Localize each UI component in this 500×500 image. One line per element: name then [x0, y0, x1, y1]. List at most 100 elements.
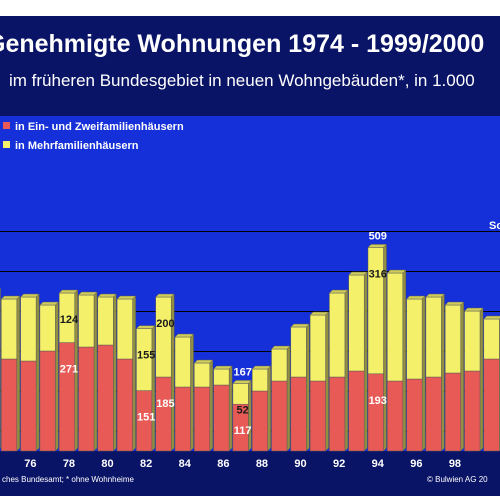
- bar-ein-zweifamilien-1988: [251, 390, 268, 452]
- bar-mehrfamilien-1985: [194, 362, 211, 388]
- data-label-1983-1: 200: [156, 318, 174, 330]
- bar-ein-zweifamilien-1977: [39, 350, 56, 452]
- bar-top-1975: [0, 295, 21, 300]
- bar-ein-zweifamilien-1989: [271, 380, 288, 452]
- data-label-1994-1: 316: [369, 268, 387, 280]
- bar-top-1992: [328, 289, 349, 294]
- legend-label-mehrfamilien: in Mehrfamilienhäusern: [15, 140, 139, 152]
- bar-ein-zweifamilien-1975: [1, 358, 18, 452]
- bar-top-1974: [0, 287, 2, 289]
- bar-side-1998: [460, 301, 464, 452]
- bar-mehrfamilien-1994: [367, 247, 384, 375]
- x-tick-label: 94: [372, 458, 385, 470]
- bar-ein-zweifamilien-1980: [97, 344, 114, 452]
- bar-top-1996: [405, 295, 426, 300]
- data-label-1982-1: 155: [137, 350, 155, 362]
- copyright-note: © Bulwien AG 20: [427, 475, 488, 484]
- legend-label-ein-zweifamilien: in Ein- und Zweifamilienhäusern: [15, 121, 184, 133]
- bar-mehrfamilien-1984: [174, 336, 191, 388]
- data-label-1994-2: 509: [369, 230, 387, 242]
- bar-mehrfamilien-1992: [329, 292, 346, 378]
- bar-top-1976: [19, 293, 40, 298]
- bar-ein-zweifamilien-1976: [20, 360, 37, 452]
- bar-top-1981: [116, 295, 137, 300]
- legend-swatch-ein-zweifamilien: [3, 122, 10, 129]
- bar-ein-zweifamilien-1981: [116, 358, 133, 452]
- data-label-1982-0: 151: [137, 412, 155, 424]
- bar-mehrfamilien-1999: [464, 310, 481, 372]
- x-tick-label: 86: [217, 458, 229, 470]
- bar-side-1976: [35, 293, 40, 452]
- bar-side-1977: [55, 301, 59, 452]
- data-label-1978-0: 271: [60, 364, 78, 376]
- x-tick-label: 96: [410, 458, 422, 470]
- x-tick-label: 80: [101, 458, 113, 470]
- bar-ein-zweifamilien-1983: [155, 376, 172, 452]
- bar-ein-zweifamilien-1984: [174, 386, 191, 452]
- data-label-1987-0: 117: [234, 425, 252, 437]
- bar-side-1989: [286, 345, 291, 452]
- bar-side-1975: [16, 295, 21, 452]
- bar-ein-zweifamilien-1994: [367, 373, 384, 452]
- x-tick-label: 88: [256, 458, 268, 470]
- bar-mehrfamilien-1997: [425, 296, 442, 378]
- bar-ein-zweifamilien-1991: [309, 380, 326, 452]
- bar-mehrfamilien-2000: [483, 318, 500, 360]
- bar-ein-zweifamilien-1993: [348, 370, 365, 452]
- bar-mehrfamilien-1998: [444, 304, 461, 374]
- edge-text-fragment: So: [489, 220, 500, 232]
- bar-top-1993: [348, 271, 368, 276]
- bar-side-1974: [0, 287, 1, 449]
- bar-mehrfamilien-1980: [97, 296, 114, 346]
- bar-side-1990: [306, 323, 310, 452]
- bar-side-1988: [267, 365, 271, 452]
- bar-top-1977: [39, 301, 60, 306]
- bar-ein-zweifamilien-1997: [425, 376, 442, 452]
- bar-side-1982: [151, 324, 156, 452]
- data-label-1987-2: 167: [233, 366, 251, 378]
- bar-mehrfamilien-1975: [1, 298, 18, 360]
- bar-side-1987: [248, 379, 252, 452]
- bar-top-1997: [425, 293, 446, 298]
- bar-top-1999: [463, 307, 484, 312]
- bar-mehrfamilien-1993: [348, 274, 365, 372]
- bar-ein-zweifamilien-1986: [213, 384, 230, 452]
- bar-side-1984: [190, 333, 194, 452]
- data-label-1983-0: 185: [156, 398, 174, 410]
- x-tick-label: 92: [333, 458, 345, 470]
- bar-top-2000: [483, 315, 500, 320]
- x-tick-label: 76: [24, 458, 36, 470]
- bar-chart: 271 124 151 155 185 200 117 52 167 193 316 509 in E…: [0, 116, 500, 484]
- data-label-1987-1: 52: [237, 404, 249, 416]
- bar-top-1984: [174, 333, 195, 338]
- bar-side-1979: [93, 291, 98, 452]
- bar-ein-zweifamilien-1979: [78, 346, 95, 452]
- bar-side-1995: [402, 269, 407, 452]
- bar-ein-zweifamilien-1978: [58, 342, 75, 452]
- bar-side-1992: [344, 289, 349, 452]
- bar-side-1999: [479, 307, 484, 452]
- x-tick-label: 90: [294, 458, 306, 470]
- bar-side-1981: [132, 295, 136, 452]
- bar-top-1998: [444, 301, 465, 306]
- bar-side-1980: [113, 293, 117, 452]
- bar-ein-zweifamilien-1999: [464, 370, 481, 452]
- bar-mehrfamilien-1979: [78, 294, 95, 348]
- data-label-1978-1: 124: [60, 314, 79, 326]
- bar-top-1986: [212, 365, 233, 370]
- bar-top-1989: [270, 345, 291, 350]
- x-axis-tick-labels: 74767880828486889092949698: [24, 458, 461, 470]
- bar-mehrfamilien-1995: [387, 272, 404, 382]
- chart-frame: Genehmigte Wohnungen 1974 - 1999/2000 im…: [0, 16, 500, 496]
- bar-ein-zweifamilien-1998: [444, 372, 461, 452]
- bar-mehrfamilien-1988: [251, 368, 268, 392]
- bar-mehrfamilien-1976: [20, 296, 37, 362]
- bar-mehrfamilien-1986: [213, 368, 230, 386]
- data-label-1994-0: 193: [369, 395, 387, 407]
- bar-mehrfamilien-1983: [155, 296, 172, 378]
- bar-top-1995: [386, 269, 407, 274]
- data-labels: 271 124 151 155 185 200 117 52 167 193 316 509: [60, 230, 387, 437]
- x-tick-label: 84: [179, 458, 192, 470]
- chart-subtitle: im früheren Bundesgebiet in neuen Wohnge…: [9, 71, 475, 90]
- bar-ein-zweifamilien-2000: [483, 358, 500, 452]
